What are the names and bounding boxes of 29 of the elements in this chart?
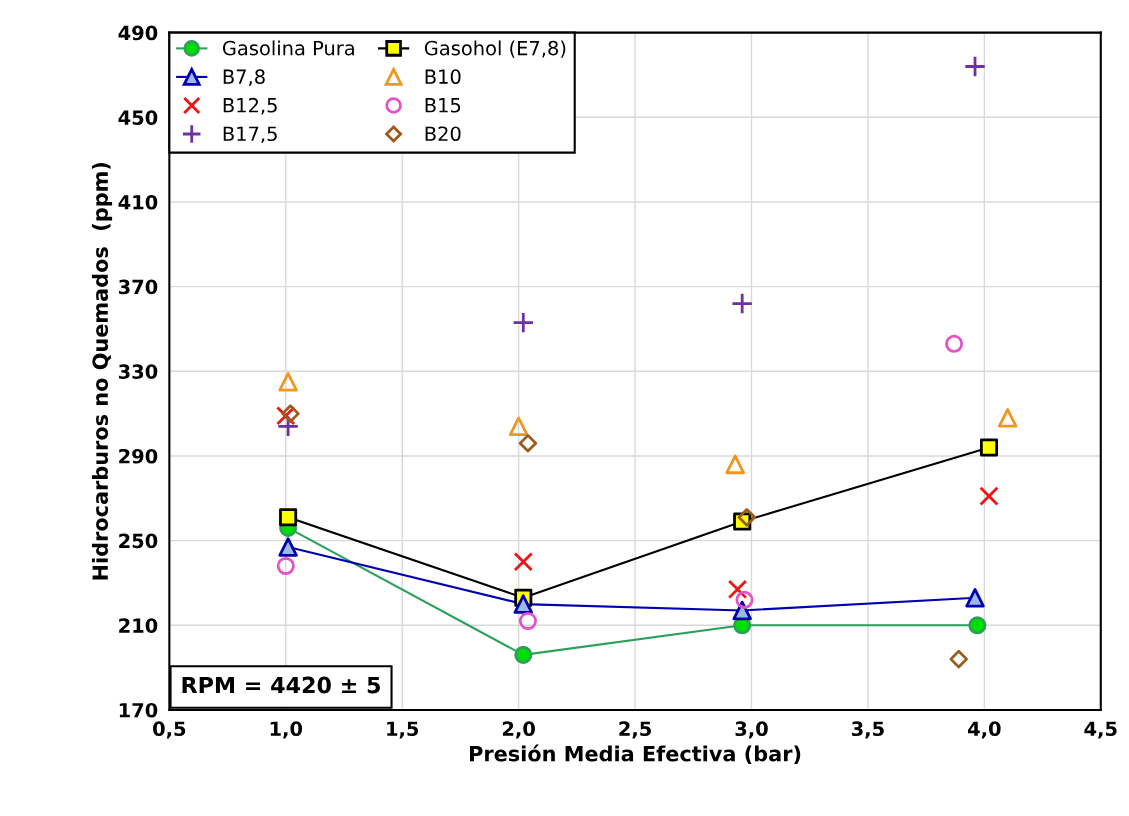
y-tick-label: 490 [118, 25, 158, 41]
legend-label: Gasolina Pura [222, 40, 354, 56]
y-tick-label: 250 [119, 533, 158, 549]
x-tick-label: 0,5 [153, 721, 186, 739]
annotation: RPM = 4420 ± 5 [182, 676, 380, 694]
x-tick-label: 3,5 [852, 721, 884, 739]
x-axis-title: Presión Media Efectiva (bar) [470, 744, 801, 764]
x-tick-label: 4,0 [968, 721, 1001, 739]
y-tick-label: 210 [119, 618, 158, 633]
x-tick-label: 3,0 [735, 721, 768, 739]
y-tick-label: 450 [118, 110, 158, 125]
x-tick-label: 1,0 [270, 721, 303, 739]
y-tick-label: 330 [118, 364, 158, 379]
y-tick-label: 170 [119, 702, 158, 718]
y-tick-label: 290 [119, 448, 158, 464]
x-tick-label: 2,5 [619, 721, 651, 739]
legend-label: B15 [425, 98, 461, 113]
legend-label: B20 [425, 126, 461, 142]
x-tick-label: 2,0 [502, 721, 535, 739]
legend-label: Gasohol (E7,8) [424, 40, 566, 58]
x-tick-label: 4,5 [1084, 721, 1117, 739]
x-tick-label: 1,5 [387, 721, 419, 739]
y-axis-title: Hidrocarburos no Quemados (ppm) [91, 162, 113, 580]
legend-label: B12,5 [223, 97, 277, 115]
legend-label: B7,8 [223, 69, 265, 86]
y-tick-label: 410 [118, 194, 158, 210]
legend-label: B17,5 [223, 126, 277, 144]
y-tick-label: 370 [118, 279, 158, 295]
legend-label: B10 [425, 69, 461, 85]
